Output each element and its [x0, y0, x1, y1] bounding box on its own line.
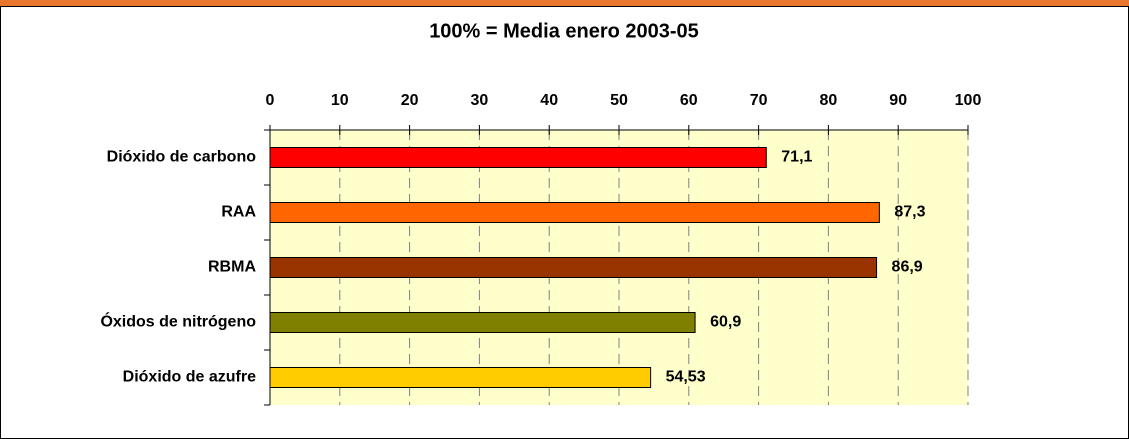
x-tick-label: 100 [955, 92, 982, 109]
x-tick-label: 40 [540, 92, 558, 109]
bar [269, 312, 696, 333]
value-label: 60,9 [710, 314, 741, 331]
value-label: 86,9 [892, 259, 923, 276]
bar [269, 367, 652, 388]
y-tick-label: Óxidos de nitrógeno [100, 312, 256, 331]
x-tick-label: 50 [610, 92, 628, 109]
x-tick-label: 70 [750, 92, 768, 109]
value-label: 71,1 [781, 149, 812, 166]
top-band [0, 0, 1129, 6]
x-tick-label: 90 [889, 92, 907, 109]
x-tick-label: 20 [401, 92, 419, 109]
bar [269, 202, 880, 223]
value-label: 87,3 [894, 204, 925, 221]
value-label: 54,53 [666, 369, 706, 386]
chart-title: 100% = Media enero 2003-05 [429, 20, 699, 42]
x-tick-label: 30 [471, 92, 489, 109]
x-tick-label: 80 [820, 92, 838, 109]
y-tick-label: Dióxido de carbono [107, 149, 257, 166]
y-tick-label: Dióxido de azufre [123, 369, 256, 386]
y-tick-label: RBMA [208, 259, 256, 276]
bar [269, 147, 767, 168]
x-tick-label: 0 [266, 92, 275, 109]
bar [269, 257, 878, 278]
x-tick-label: 10 [331, 92, 349, 109]
y-tick-label: RAA [221, 204, 256, 221]
x-tick-label: 60 [680, 92, 698, 109]
